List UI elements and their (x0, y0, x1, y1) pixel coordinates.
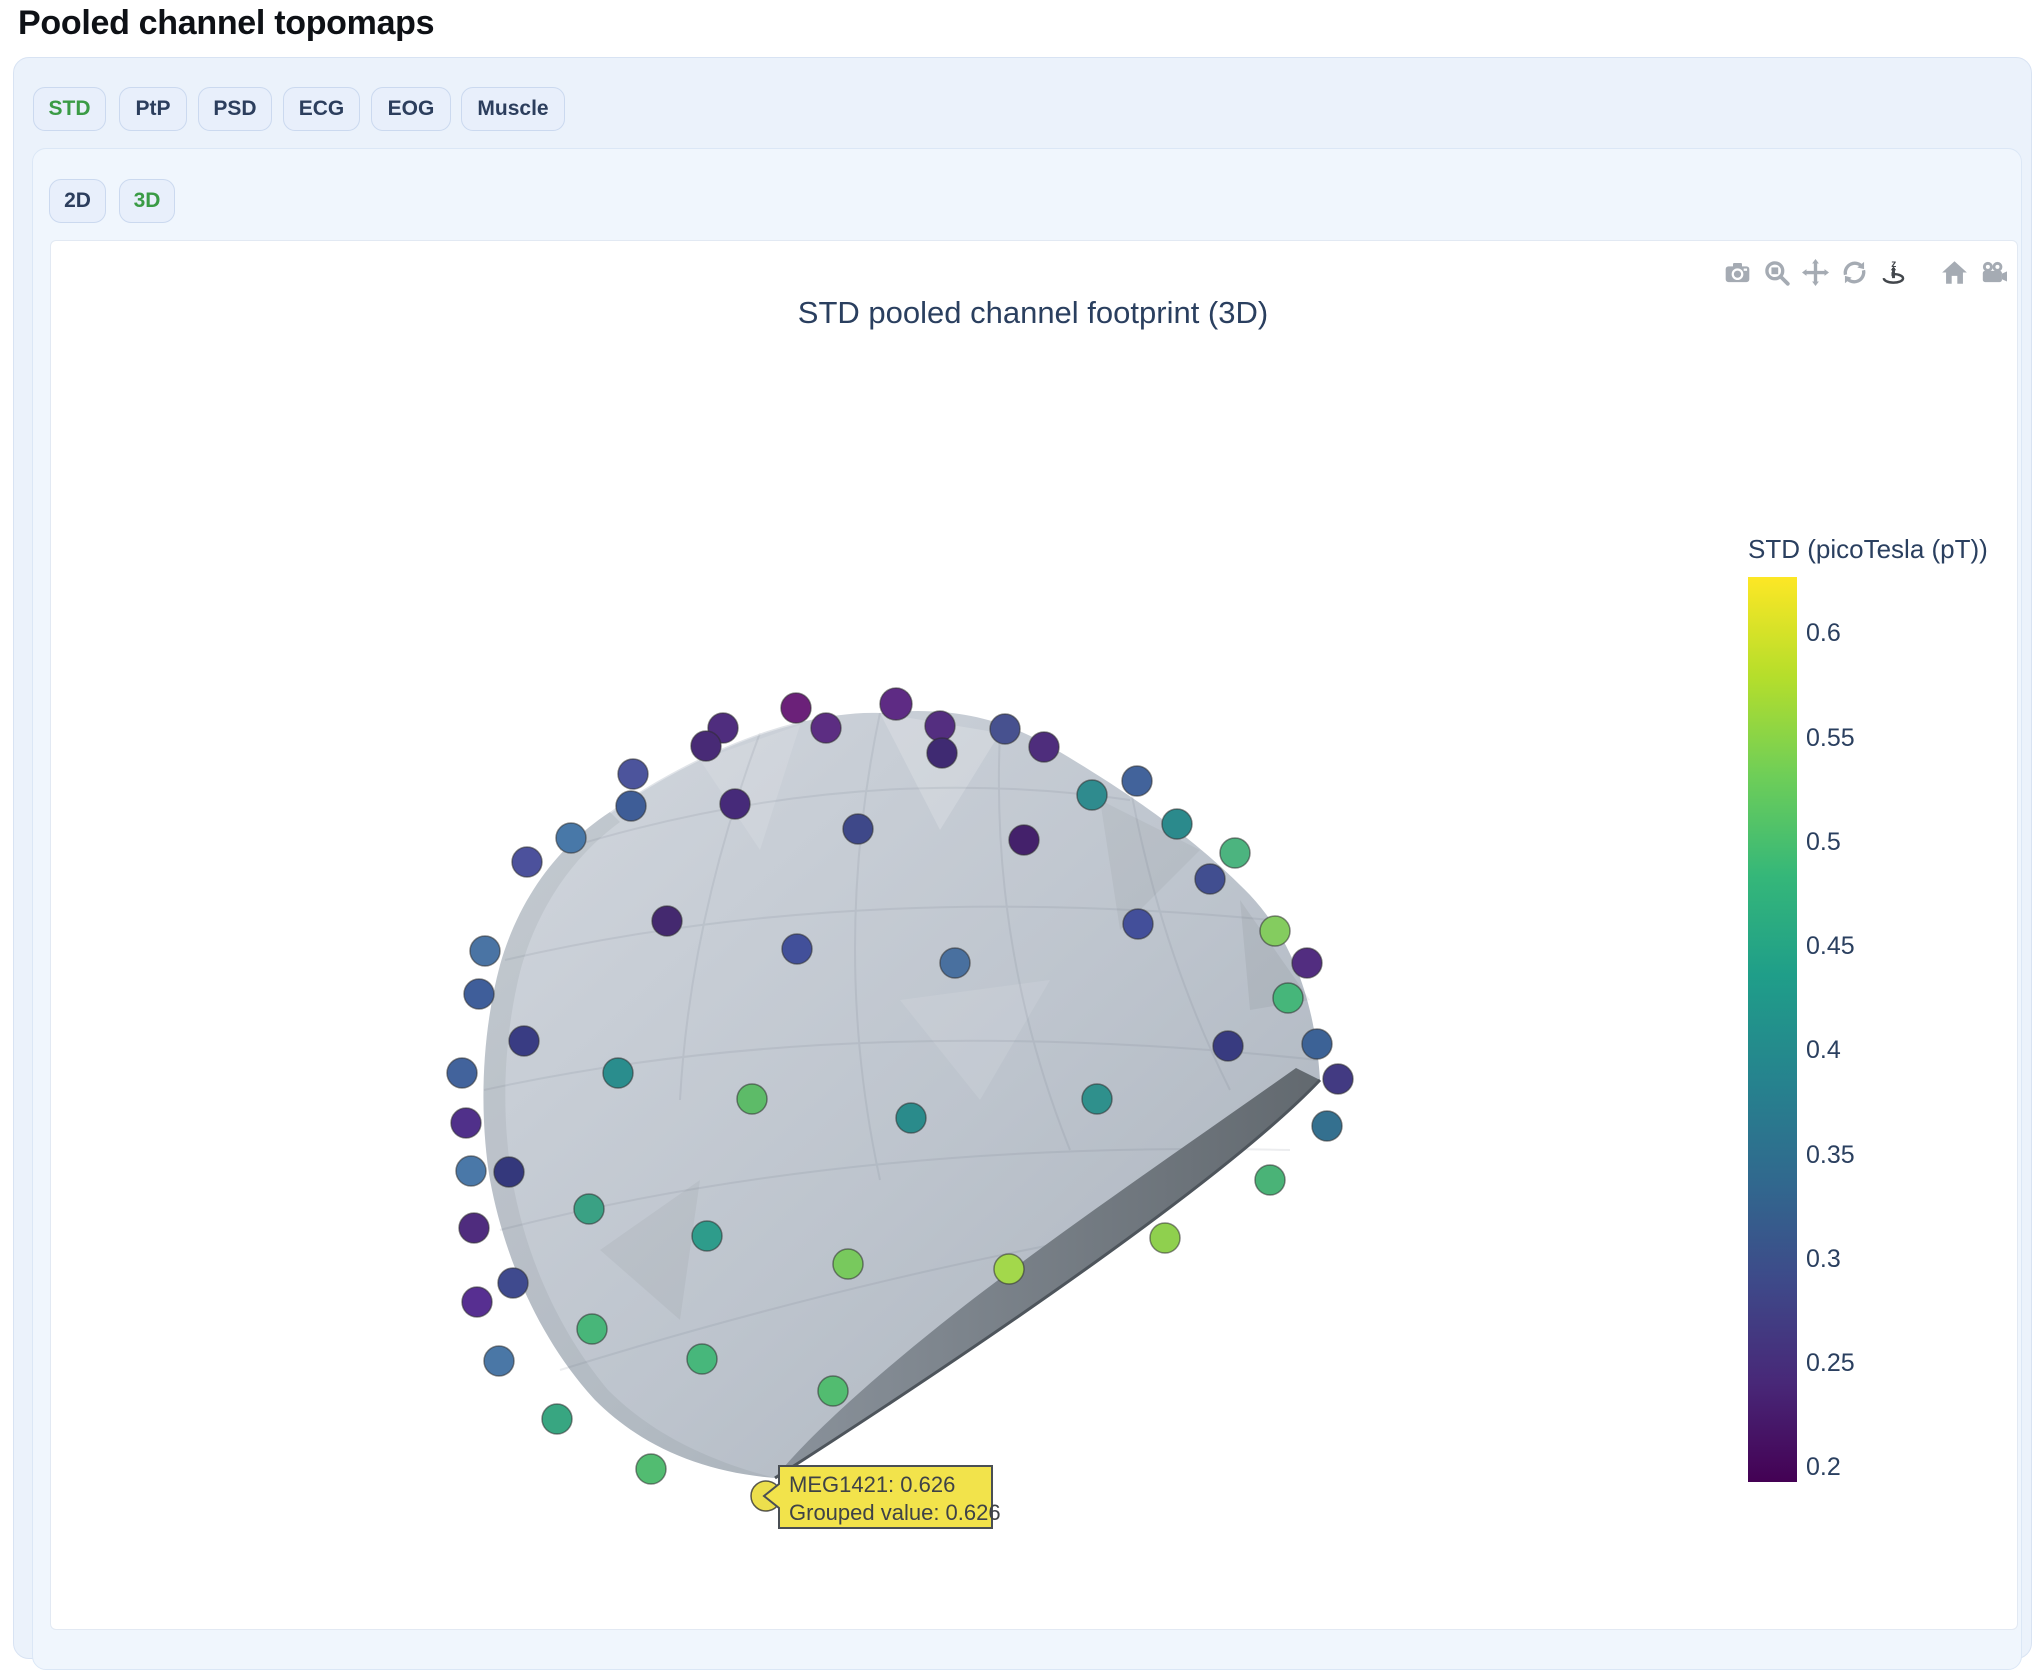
sensor-point[interactable] (1272, 982, 1304, 1014)
tab-eog[interactable]: EOG (371, 87, 451, 131)
snapshot-camera-icon[interactable] (1724, 259, 1751, 286)
orbit-rotation-icon[interactable] (1841, 259, 1868, 286)
sensor-point[interactable] (497, 1267, 529, 1299)
sensor-point[interactable] (993, 1253, 1025, 1285)
reset-last-save-camera-icon[interactable] (1980, 259, 2007, 286)
colorbar-tick-label: 0.6 (1806, 619, 1841, 648)
sensor-point[interactable] (455, 1155, 487, 1187)
sensor-point[interactable] (469, 935, 501, 967)
sensor-point[interactable] (463, 978, 495, 1010)
sensor-point[interactable] (1254, 1164, 1286, 1196)
sensor-point[interactable] (1212, 1030, 1244, 1062)
sensor-point[interactable] (511, 846, 543, 878)
svg-text:z: z (1891, 259, 1896, 270)
tab-muscle[interactable]: Muscle (461, 87, 565, 131)
colorbar-tick-label: 0.2 (1806, 1453, 1841, 1482)
colorbar-tick-label: 0.35 (1806, 1140, 1855, 1169)
reset-home-icon[interactable] (1941, 259, 1968, 286)
colorbar-gradient (1748, 577, 1797, 1482)
colorbar-tick-label: 0.45 (1806, 932, 1855, 961)
plot-modebar: z (1724, 259, 2007, 286)
sensor-point[interactable] (1259, 915, 1291, 947)
sensor-point[interactable] (924, 710, 956, 742)
sensor-point[interactable] (691, 1220, 723, 1252)
tab-ptp[interactable]: PtP (119, 87, 187, 131)
sensor-point[interactable] (602, 1057, 634, 1089)
sensor-point[interactable] (690, 730, 722, 762)
sensor-point[interactable] (450, 1107, 482, 1139)
pan-arrows-icon[interactable] (1802, 259, 1829, 286)
tab-ecg[interactable]: ECG (283, 87, 360, 131)
sensor-point[interactable] (1008, 824, 1040, 856)
sensor-point[interactable] (926, 737, 958, 769)
sensor-point[interactable] (461, 1286, 493, 1318)
sensor-point[interactable] (573, 1193, 605, 1225)
colorbar-tick-label: 0.55 (1806, 723, 1855, 752)
tab-2d[interactable]: 2D (49, 179, 106, 223)
sensor-point[interactable] (1122, 908, 1154, 940)
sensor-point[interactable] (736, 1083, 768, 1115)
sensor-point[interactable] (939, 947, 971, 979)
sensor-point[interactable] (483, 1345, 515, 1377)
tab-std[interactable]: STD (33, 87, 106, 131)
sensor-point[interactable] (895, 1102, 927, 1134)
sensor-point[interactable] (1322, 1063, 1354, 1095)
sensor-point[interactable] (781, 933, 813, 965)
sensor-point[interactable] (810, 712, 842, 744)
sensor-point[interactable] (989, 713, 1021, 745)
sensor-point[interactable] (458, 1212, 490, 1244)
sensor-point[interactable] (446, 1057, 478, 1089)
sensor-point[interactable] (541, 1403, 573, 1435)
page-title: Pooled channel topomaps (18, 4, 435, 42)
colorbar-tick-label: 0.4 (1806, 1036, 1841, 1065)
sensor-dots-layer (446, 687, 1354, 1512)
tab-3d[interactable]: 3D (119, 179, 175, 223)
sensor-point[interactable] (719, 788, 751, 820)
sensor-point[interactable] (576, 1313, 608, 1345)
sensor-point[interactable] (555, 822, 587, 854)
sensor-point[interactable] (686, 1343, 718, 1375)
sensor-point[interactable] (1301, 1028, 1333, 1060)
sensor-point[interactable] (651, 905, 683, 937)
sensor-point[interactable] (1028, 731, 1060, 763)
sensor-point[interactable] (1291, 947, 1323, 979)
plot-card (50, 240, 2018, 1630)
zoom-magnifier-icon[interactable] (1763, 259, 1790, 286)
sensor-point[interactable] (780, 692, 812, 724)
sensor-point[interactable] (1311, 1110, 1343, 1142)
sensor-point[interactable] (1161, 808, 1193, 840)
sensor-point[interactable] (817, 1375, 849, 1407)
turntable-rotation-icon[interactable]: z (1880, 259, 1907, 286)
colorbar-tick-label: 0.3 (1806, 1244, 1841, 1273)
sensor-point[interactable] (879, 687, 913, 721)
colorbar-tick-label: 0.5 (1806, 827, 1841, 856)
sensor-point[interactable] (1121, 765, 1153, 797)
sensor-point[interactable] (615, 790, 647, 822)
sensor-point[interactable] (493, 1156, 525, 1188)
sensor-point[interactable] (832, 1248, 864, 1280)
sensor-point[interactable] (1149, 1222, 1181, 1254)
sensor-point[interactable] (842, 813, 874, 845)
sensor-point[interactable] (1081, 1083, 1113, 1115)
sensor-point[interactable] (635, 1453, 667, 1485)
sensor-point[interactable] (1219, 837, 1251, 869)
sensor-point[interactable] (508, 1025, 540, 1057)
sensor-point[interactable] (617, 758, 649, 790)
colorbar-tick-label: 0.25 (1806, 1349, 1855, 1378)
plot-title: STD pooled channel footprint (3D) (797, 295, 1269, 330)
sensor-point[interactable] (1076, 779, 1108, 811)
sensor-point[interactable] (1194, 863, 1226, 895)
tab-psd[interactable]: PSD (198, 87, 272, 131)
colorbar-title: STD (picoTesla (pT)) (1748, 534, 1988, 564)
